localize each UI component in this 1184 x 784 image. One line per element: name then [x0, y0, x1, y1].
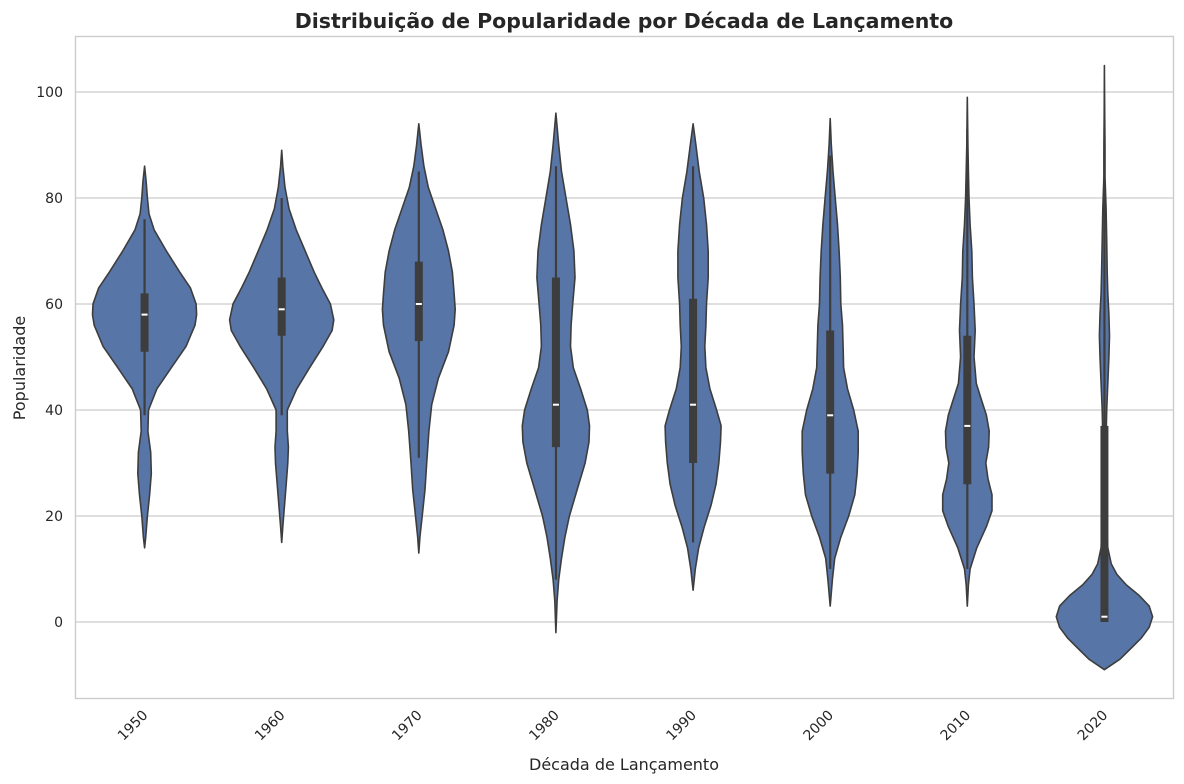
y-axis-ticks: 0 20 40 60 80 100	[36, 85, 63, 631]
x-tick-label: 1950	[115, 708, 152, 745]
x-axis-label: Década de Lançamento	[529, 755, 719, 774]
x-tick-label: 1960	[252, 708, 289, 745]
violins	[91, 64, 1154, 671]
x-tick-label: 1980	[526, 708, 563, 745]
violin-2010	[941, 96, 993, 607]
x-tick-label: 2010	[938, 708, 975, 745]
x-tick-label: 1990	[663, 708, 700, 745]
y-tick-label: 80	[45, 191, 63, 207]
y-tick-label: 60	[45, 297, 63, 313]
violin-2020	[1055, 64, 1154, 671]
x-tick-label: 2020	[1075, 708, 1112, 745]
x-axis-ticks: 1950 1960 1970 1980 1990 2000 2010 2020	[115, 708, 1111, 745]
violin-1990	[664, 123, 722, 591]
plot-frame	[74, 35, 1175, 700]
y-tick-label: 20	[45, 509, 63, 525]
y-tick-label: 0	[54, 615, 63, 631]
x-tick-label: 2000	[801, 708, 838, 745]
violin-1970	[381, 123, 456, 554]
x-tick-label: 1970	[389, 708, 426, 745]
violin-2000	[801, 117, 859, 607]
gridlines	[76, 91, 1173, 623]
violin-1980	[521, 112, 591, 634]
chart-title: Distribuição de Popularidade por Década …	[295, 9, 953, 33]
y-axis-label: Popularidade	[10, 316, 29, 420]
y-tick-label: 40	[45, 403, 63, 419]
violin-1960	[228, 149, 335, 544]
violin-1950	[91, 165, 198, 549]
y-tick-label: 100	[36, 85, 63, 101]
